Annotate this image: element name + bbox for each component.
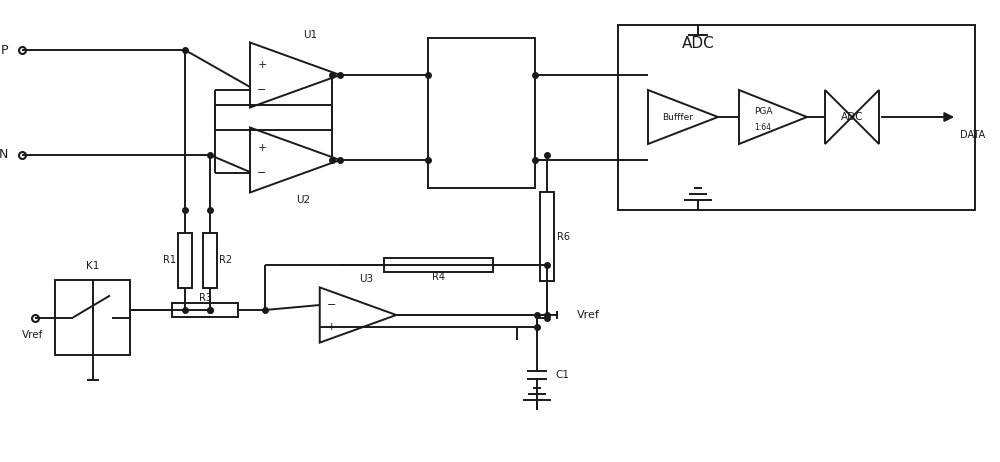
Text: U2: U2	[296, 195, 310, 205]
Polygon shape	[648, 90, 718, 144]
Text: U1: U1	[303, 30, 317, 40]
Bar	[384, 258, 493, 272]
Text: R3: R3	[198, 293, 212, 303]
Text: N: N	[0, 148, 8, 162]
Text: P: P	[0, 43, 8, 56]
Polygon shape	[320, 287, 396, 343]
Text: −: −	[257, 168, 267, 178]
Text: U3: U3	[359, 274, 373, 285]
Text: R1: R1	[162, 255, 176, 265]
Bar	[55, 280, 130, 355]
Bar	[428, 38, 535, 188]
Text: +: +	[327, 322, 336, 332]
Bar	[178, 232, 192, 287]
Bar	[203, 232, 217, 287]
Text: 1:64: 1:64	[755, 122, 772, 132]
Bar	[540, 192, 554, 281]
Polygon shape	[739, 90, 807, 144]
Text: +: +	[257, 60, 267, 70]
Text: K1: K1	[86, 261, 99, 271]
Bar	[172, 303, 238, 317]
Bar	[618, 25, 975, 210]
Text: ADC: ADC	[841, 112, 863, 122]
Text: R2: R2	[219, 255, 233, 265]
Text: PGA: PGA	[754, 108, 772, 116]
Text: R4: R4	[432, 272, 445, 282]
Text: −: −	[327, 300, 336, 310]
Polygon shape	[825, 90, 852, 144]
Polygon shape	[250, 43, 340, 108]
Text: DATA: DATA	[960, 130, 985, 140]
Text: Bufffer: Bufffer	[662, 113, 694, 122]
Text: Vref: Vref	[22, 330, 44, 340]
Text: R6: R6	[556, 231, 570, 242]
Polygon shape	[250, 128, 340, 193]
Text: −: −	[257, 85, 267, 95]
Text: +: +	[257, 143, 267, 153]
Text: ADC: ADC	[682, 36, 714, 50]
Text: Vref: Vref	[577, 310, 600, 320]
Polygon shape	[852, 90, 879, 144]
Text: C1: C1	[555, 370, 569, 380]
